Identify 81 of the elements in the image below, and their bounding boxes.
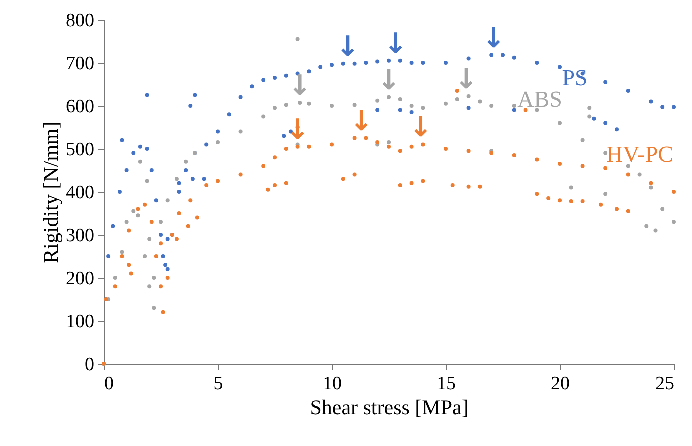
x-tick-label: 25 xyxy=(656,374,674,394)
point xyxy=(466,94,471,99)
y-tick-label: 0 xyxy=(85,354,94,376)
point xyxy=(143,254,148,258)
point xyxy=(120,250,124,254)
point xyxy=(644,224,649,228)
y-tick-label: 400 xyxy=(66,182,94,204)
series-label: HV-PC xyxy=(606,142,674,167)
point xyxy=(138,160,142,164)
point xyxy=(132,209,136,214)
annotation: ↓ xyxy=(482,21,506,54)
point xyxy=(352,103,357,108)
point xyxy=(455,98,460,102)
point xyxy=(184,160,188,164)
point xyxy=(174,177,179,182)
point xyxy=(490,104,494,108)
point xyxy=(148,237,152,242)
y-tick-label: 300 xyxy=(66,226,94,246)
annotation: ↓ xyxy=(454,62,478,96)
point xyxy=(478,100,482,104)
y-tick-label: 500 xyxy=(66,140,94,160)
annotation: ↓ xyxy=(384,26,408,60)
series-label: PS xyxy=(562,65,588,90)
y-axis-title: Rigidity [N/mm] xyxy=(39,122,63,264)
annotation: ↓ xyxy=(377,63,401,96)
point xyxy=(535,108,540,112)
x-tick-label: 0 xyxy=(104,374,114,394)
point xyxy=(159,220,163,224)
point xyxy=(152,306,156,310)
point xyxy=(558,121,562,126)
annotation: ↓ xyxy=(286,112,310,146)
point xyxy=(626,164,630,168)
point xyxy=(569,186,574,190)
annotation: ↓ xyxy=(350,104,374,138)
x-tick-label: 5 xyxy=(214,374,224,394)
point xyxy=(273,106,277,110)
point xyxy=(307,102,312,106)
annotation: ↓ xyxy=(336,30,360,63)
point xyxy=(444,102,448,106)
point xyxy=(262,114,266,119)
x-tick-label: 20 xyxy=(551,374,570,394)
annotation: ↓ xyxy=(288,68,312,102)
point xyxy=(296,37,300,42)
y-tick-label: 200 xyxy=(66,268,94,290)
point xyxy=(410,104,414,108)
y-tick-label: 800 xyxy=(66,10,94,32)
point xyxy=(604,192,608,196)
point xyxy=(113,276,118,280)
series-label: ABS xyxy=(518,87,562,112)
point xyxy=(152,276,156,280)
x-tick-label: 15 xyxy=(437,374,456,394)
point xyxy=(580,138,585,142)
y-tick-label: 600 xyxy=(66,96,94,118)
point xyxy=(387,140,391,145)
y-tick-label: 100 xyxy=(66,312,94,332)
point xyxy=(136,214,140,218)
y-tick-label: 700 xyxy=(66,54,94,74)
point xyxy=(298,100,302,105)
point xyxy=(588,114,592,119)
point xyxy=(145,179,150,184)
point xyxy=(376,98,380,103)
point xyxy=(588,106,592,110)
annotation: ↓ xyxy=(409,110,433,144)
point xyxy=(398,98,402,102)
point xyxy=(216,140,220,145)
point xyxy=(512,104,516,108)
point xyxy=(284,103,288,108)
point xyxy=(166,198,170,203)
x-axis-title: Shear stress [MPa] xyxy=(310,396,469,420)
point xyxy=(660,207,665,212)
point xyxy=(330,104,334,108)
point xyxy=(124,220,129,224)
point xyxy=(649,186,654,190)
point xyxy=(238,130,243,134)
point xyxy=(654,228,658,233)
point xyxy=(421,106,426,110)
point xyxy=(387,95,391,100)
point xyxy=(672,220,676,224)
x-tick-label: 10 xyxy=(323,374,342,394)
point xyxy=(148,284,152,289)
point xyxy=(638,172,642,177)
